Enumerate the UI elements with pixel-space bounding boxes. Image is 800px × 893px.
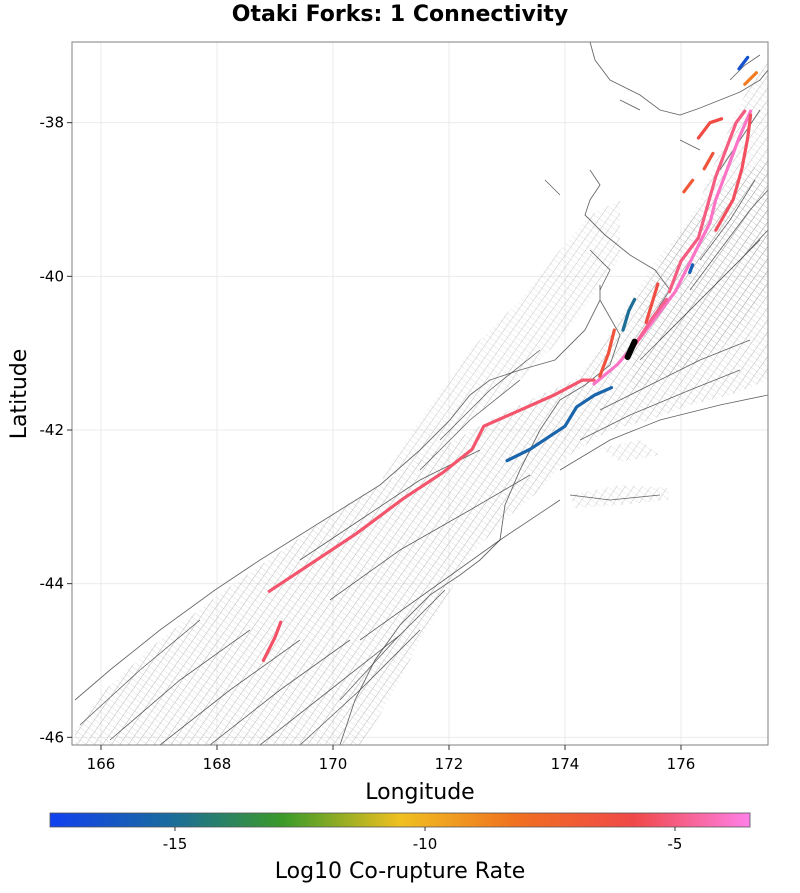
source-fault-otaki-forks xyxy=(624,338,638,360)
offshore-fault-patches xyxy=(570,485,670,508)
x-tick-label: 176 xyxy=(667,755,696,773)
rupture-trace xyxy=(621,297,637,332)
x-tick-label: 174 xyxy=(551,755,580,773)
west-coast-fault-zone xyxy=(380,200,620,480)
rupture-trace xyxy=(688,263,695,275)
plot-frame xyxy=(71,41,769,746)
colorbar-tick-label: -10 xyxy=(413,835,438,853)
colorbar-tick-label: -5 xyxy=(668,835,683,853)
south-island-fault-zone xyxy=(75,160,768,745)
rupture-trace xyxy=(644,282,660,324)
rupture-layer xyxy=(261,55,758,663)
rupture-trace xyxy=(682,178,695,194)
colorbar-ticks: -15 -10 -5 xyxy=(163,827,683,853)
offshore-fault-patches-2 xyxy=(600,440,660,462)
colorbar xyxy=(49,812,751,828)
x-tick-label: 166 xyxy=(87,755,116,773)
y-tick-label: -38 xyxy=(40,114,65,132)
x-tick-label: 170 xyxy=(319,755,348,773)
rupture-trace xyxy=(737,55,750,71)
x-tick-label: 168 xyxy=(203,755,232,773)
coastline-south-island xyxy=(74,285,621,745)
y-tick-label: -44 xyxy=(40,575,65,593)
rupture-trace xyxy=(267,378,596,593)
x-axis-title: Longitude xyxy=(365,780,474,805)
map-title: Otaki Forks: 1 Connectivity xyxy=(231,2,569,27)
x-axis-ticks: 166 168 170 172 174 176 xyxy=(87,745,696,773)
rupture-trace xyxy=(743,71,758,86)
map-layer xyxy=(74,42,768,745)
rupture-trace xyxy=(505,386,613,463)
x-tick-label: 172 xyxy=(435,755,464,773)
rupture-trace xyxy=(714,113,753,232)
y-tick-label: -40 xyxy=(40,267,65,285)
background-fault-traces xyxy=(79,54,768,745)
rupture-trace xyxy=(633,297,669,348)
rupture-trace xyxy=(261,620,283,663)
rupture-trace xyxy=(696,117,724,140)
rupture-trace xyxy=(667,109,747,294)
y-axis-title: Latitude xyxy=(7,349,32,440)
rupture-trace xyxy=(702,151,715,171)
colorbar-title: Log10 Co-rupture Rate xyxy=(275,859,526,884)
y-tick-label: -42 xyxy=(40,421,65,439)
y-tick-label: -46 xyxy=(40,728,65,746)
rupture-trace xyxy=(598,328,616,378)
colorbar-tick-label: -15 xyxy=(163,835,188,853)
y-axis-ticks: -38 -40 -42 -44 -46 xyxy=(40,114,72,746)
